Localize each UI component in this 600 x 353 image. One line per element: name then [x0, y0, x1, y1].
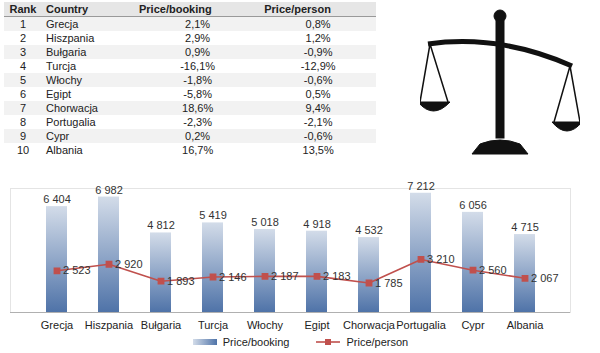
svg-text:2 067: 2 067 — [531, 272, 559, 284]
svg-text:Hiszpania: Hiszpania — [85, 319, 134, 331]
svg-text:2 146: 2 146 — [219, 271, 247, 283]
svg-text:Egipt: Egipt — [304, 319, 329, 331]
html-text:Country: Country — [46, 3, 89, 15]
html-text:Turcja: Turcja — [46, 60, 77, 72]
svg-text:7 212: 7 212 — [407, 180, 435, 192]
html-text:0,2%: 0,2% — [185, 130, 211, 142]
svg-text:2 920: 2 920 — [115, 258, 143, 270]
html-text:0,9%: 0,9% — [185, 46, 211, 58]
svg-text:Portugalia: Portugalia — [396, 319, 446, 331]
svg-text:2 523: 2 523 — [63, 264, 91, 276]
html-text:Włochy: Włochy — [46, 74, 83, 86]
html-text:10: 10 — [16, 144, 30, 156]
html-text:Hiszpania: Hiszpania — [46, 32, 95, 44]
html-text:Price/booking: Price/booking — [222, 336, 290, 348]
svg-text:Albania: Albania — [507, 319, 545, 331]
svg-text:4 532: 4 532 — [355, 224, 383, 236]
html-text:1,2%: 1,2% — [305, 32, 331, 44]
html-text:-2,3%: -2,3% — [183, 116, 212, 128]
html-text:9,4%: 9,4% — [305, 102, 331, 114]
svg-text:2 560: 2 560 — [479, 264, 507, 276]
svg-text:1 893: 1 893 — [167, 275, 195, 287]
html-text:-12,9%: -12,9% — [300, 60, 336, 72]
html-text:-16,1%: -16,1% — [180, 60, 215, 72]
html-text:Chorwacja: Chorwacja — [46, 102, 98, 114]
html-text:2,1%: 2,1% — [185, 18, 211, 30]
html-text:7: 7 — [19, 102, 27, 114]
html-text:Cypr: Cypr — [46, 130, 70, 142]
html-text:-0,6%: -0,6% — [303, 130, 333, 142]
svg-text:Turcja: Turcja — [198, 319, 229, 331]
html-text:8: 8 — [19, 116, 27, 128]
html-text:6: 6 — [19, 88, 27, 100]
svg-text:5 018: 5 018 — [251, 216, 279, 228]
svg-text:4 812: 4 812 — [147, 219, 175, 231]
svg-text:3 210: 3 210 — [427, 253, 455, 265]
html-text:0,8%: 0,8% — [305, 18, 331, 30]
svg-text:Cypr: Cypr — [461, 319, 485, 331]
svg-text:6 404: 6 404 — [43, 193, 71, 205]
html-text:1: 1 — [19, 18, 27, 30]
html-text:-5,8%: -5,8% — [183, 88, 212, 100]
html-text:0,5%: 0,5% — [305, 88, 331, 100]
html-text:Bułgaria: Bułgaria — [46, 46, 87, 58]
html-text:-0,6%: -0,6% — [303, 74, 333, 86]
html-text:Price/booking: Price/booking — [139, 3, 212, 15]
html-text:Rank: Rank — [9, 3, 37, 15]
svg-text:4 918: 4 918 — [303, 218, 331, 230]
svg-text:Chorwacja: Chorwacja — [343, 319, 396, 331]
svg-text:2 183: 2 183 — [323, 270, 351, 282]
html-text:4: 4 — [19, 60, 27, 72]
html-text:3: 3 — [19, 46, 27, 58]
html-text:-1,8%: -1,8% — [183, 74, 212, 86]
html-text:2: 2 — [19, 32, 27, 44]
html-text:5: 5 — [19, 74, 27, 86]
html-text:18,6%: 18,6% — [182, 102, 214, 114]
html-text:-0,9%: -0,9% — [303, 46, 333, 58]
html-text:Price/person: Price/person — [264, 3, 331, 15]
svg-text:2 187: 2 187 — [271, 270, 299, 282]
html-text:Albania: Albania — [46, 144, 83, 156]
html-text:13,5%: 13,5% — [302, 144, 334, 156]
svg-text:6 056: 6 056 — [459, 199, 487, 211]
svg-text:Grecja: Grecja — [41, 319, 74, 331]
html-text:2,9%: 2,9% — [185, 32, 211, 44]
svg-text:1 785: 1 785 — [375, 277, 403, 289]
svg-text:4 715: 4 715 — [511, 221, 539, 233]
html-text:16,7%: 16,7% — [182, 144, 214, 156]
html-text:-2,1%: -2,1% — [303, 116, 333, 128]
svg-text:Bułgaria: Bułgaria — [141, 319, 182, 331]
html-text:Price/person: Price/person — [346, 336, 409, 348]
html-text:9: 9 — [19, 130, 27, 142]
html-text:Grecja: Grecja — [46, 18, 79, 30]
svg-text:6 982: 6 982 — [95, 184, 123, 196]
svg-text:Włochy: Włochy — [247, 319, 284, 331]
html-text:Portugalia: Portugalia — [46, 116, 96, 128]
html-text:Egipt: Egipt — [46, 88, 72, 100]
svg-text:5 419: 5 419 — [199, 209, 227, 221]
